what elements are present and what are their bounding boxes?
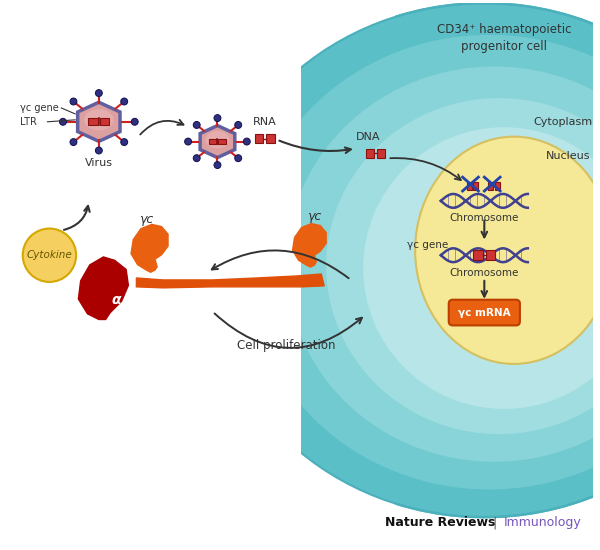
Bar (366, 149, 374, 158)
Bar (88, 118, 98, 125)
Bar (0, 3, 301, 547)
Ellipse shape (363, 127, 600, 409)
Polygon shape (293, 224, 326, 267)
Bar (255, 134, 263, 143)
Text: LTR: LTR (20, 117, 37, 127)
Bar (100, 118, 109, 125)
Bar (218, 139, 226, 145)
Bar (266, 134, 275, 143)
Bar (486, 250, 495, 260)
Circle shape (193, 155, 200, 162)
Circle shape (59, 118, 67, 125)
Ellipse shape (247, 35, 600, 489)
Text: DNA: DNA (355, 131, 380, 141)
Polygon shape (200, 125, 235, 158)
Circle shape (23, 229, 76, 282)
Text: γc: γc (139, 213, 154, 225)
Circle shape (121, 98, 128, 105)
Bar (488, 182, 493, 190)
Circle shape (185, 138, 191, 145)
FancyBboxPatch shape (449, 300, 520, 326)
Circle shape (95, 90, 103, 97)
Text: Immunology: Immunology (504, 516, 582, 529)
Text: Nucleus: Nucleus (546, 151, 590, 162)
Ellipse shape (326, 98, 600, 434)
Text: |: | (492, 516, 496, 529)
Circle shape (70, 98, 77, 105)
Bar (467, 182, 472, 190)
Circle shape (214, 162, 221, 168)
Ellipse shape (84, 109, 113, 130)
Text: α: α (112, 293, 121, 307)
Ellipse shape (205, 131, 229, 149)
Circle shape (244, 138, 250, 145)
Circle shape (193, 122, 200, 128)
Text: Cell proliferation: Cell proliferation (238, 339, 336, 352)
Text: Virus: Virus (85, 158, 113, 168)
Circle shape (131, 118, 138, 125)
Text: Cytoplasm: Cytoplasm (534, 117, 593, 127)
Text: RNA: RNA (253, 117, 277, 126)
Text: γc gene: γc gene (407, 240, 448, 250)
Circle shape (95, 147, 103, 154)
Bar (473, 182, 478, 190)
Text: γc: γc (307, 210, 322, 223)
Circle shape (121, 139, 128, 146)
Text: γc gene: γc gene (20, 103, 59, 113)
Ellipse shape (415, 136, 600, 364)
Bar (473, 250, 482, 260)
Bar (495, 182, 500, 190)
Text: CD34⁺ haematopoietic
progenitor cell: CD34⁺ haematopoietic progenitor cell (437, 23, 571, 53)
Circle shape (235, 122, 242, 128)
Bar (377, 149, 385, 158)
Text: Nature Reviews: Nature Reviews (385, 516, 496, 529)
Text: γc mRNA: γc mRNA (458, 307, 511, 317)
Text: Cytokine: Cytokine (26, 250, 72, 260)
Polygon shape (79, 257, 128, 320)
Polygon shape (136, 274, 324, 288)
Bar (209, 139, 217, 145)
Circle shape (235, 155, 242, 162)
Polygon shape (77, 102, 120, 141)
Text: Chromosome: Chromosome (449, 213, 519, 223)
Ellipse shape (208, 3, 600, 517)
Circle shape (70, 139, 77, 146)
Circle shape (214, 114, 221, 122)
Text: Chromosome: Chromosome (449, 268, 519, 278)
Polygon shape (131, 224, 168, 272)
Ellipse shape (287, 67, 600, 462)
